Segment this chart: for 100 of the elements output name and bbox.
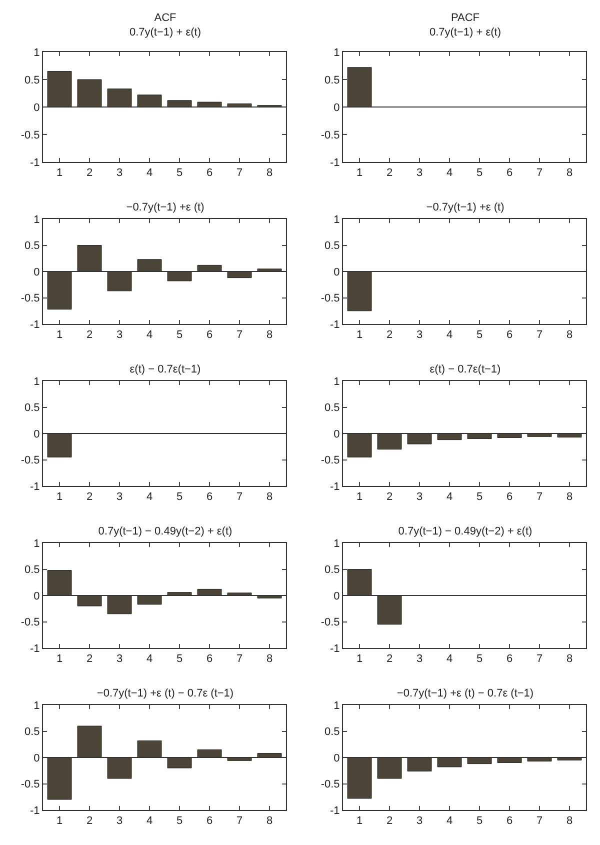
- bar: [107, 271, 132, 292]
- chart-subtitle: 0.7y(t−1) + ε(t): [429, 26, 502, 38]
- x-tick-label: 8: [266, 491, 273, 504]
- y-tick-label: -1: [30, 804, 40, 817]
- x-tick-label: 4: [146, 329, 153, 342]
- x-tick-label: 4: [446, 815, 453, 828]
- bar: [107, 757, 132, 779]
- y-tick-label: 0: [34, 428, 40, 440]
- x-tick-label: 6: [506, 167, 513, 180]
- chart-title: −0.7y(t−1) +ε (t): [126, 202, 204, 214]
- bar: [227, 271, 252, 278]
- x-tick-label: 2: [386, 329, 393, 342]
- bar: [47, 271, 72, 310]
- x-tick-label: 8: [266, 167, 273, 180]
- y-tick-label: 1: [334, 376, 340, 388]
- x-tick-label: 6: [506, 653, 513, 666]
- y-tick-label: -0.5: [320, 778, 340, 791]
- x-tick-label: 1: [356, 653, 363, 666]
- x-tick-label: 8: [566, 815, 573, 828]
- x-tick-label: 7: [236, 815, 243, 828]
- y-tick-label: 1: [334, 214, 340, 226]
- y-tick-label: 0: [334, 590, 340, 602]
- x-tick-label: 5: [476, 815, 483, 828]
- bar: [137, 259, 162, 272]
- x-tick-label: 8: [566, 329, 573, 342]
- x-tick-label: 2: [86, 653, 93, 666]
- x-tick-label: 4: [446, 329, 453, 342]
- x-tick-label: 3: [116, 167, 123, 180]
- x-tick-label: 8: [566, 167, 573, 180]
- bar: [167, 100, 192, 108]
- chart-title: ε(t) − 0.7ε(t−1): [430, 364, 501, 376]
- x-tick-label: 2: [86, 167, 93, 180]
- x-tick-label: 3: [416, 167, 423, 180]
- bar: [47, 570, 72, 596]
- x-tick-label: 8: [566, 491, 573, 504]
- chart-title: −0.7y(t−1) +ε (t): [426, 202, 504, 214]
- bar: [77, 595, 102, 606]
- y-tick-label: -1: [330, 156, 340, 169]
- x-tick-label: 8: [266, 815, 273, 828]
- y-tick-label: 0.5: [24, 74, 40, 86]
- bar: [137, 595, 162, 605]
- x-tick-label: 3: [416, 815, 423, 828]
- y-tick-label: 0.5: [24, 240, 40, 252]
- y-tick-label: 0.5: [324, 402, 340, 414]
- x-tick-label: 3: [416, 653, 423, 666]
- bar: [197, 264, 222, 272]
- bar: [47, 757, 72, 800]
- chart-title: 0.7y(t−1) − 0.49y(t−2) + ε(t): [398, 526, 532, 538]
- y-tick-label: 1: [334, 46, 340, 59]
- x-tick-label: 7: [236, 167, 243, 180]
- x-tick-label: 7: [236, 329, 243, 342]
- x-tick-label: 3: [116, 653, 123, 666]
- x-tick-label: 4: [446, 491, 453, 504]
- x-tick-label: 2: [386, 815, 393, 828]
- y-tick-label: 1: [34, 538, 40, 550]
- x-tick-label: 4: [146, 167, 153, 180]
- bar: [77, 245, 102, 272]
- x-tick-label: 2: [386, 491, 393, 504]
- y-tick-label: 1: [334, 538, 340, 550]
- y-tick-label: 1: [34, 214, 40, 226]
- y-tick-label: -0.5: [320, 129, 340, 142]
- x-tick-label: 1: [356, 329, 363, 342]
- y-tick-label: -1: [30, 642, 40, 655]
- chart-title: 0.7y(t−1) − 0.49y(t−2) + ε(t): [98, 526, 232, 538]
- chart-title: ACF: [154, 12, 177, 24]
- y-tick-label: -0.5: [20, 292, 40, 305]
- bar: [47, 71, 72, 108]
- x-tick-label: 2: [86, 329, 93, 342]
- x-tick-label: 7: [536, 491, 543, 504]
- x-tick-label: 5: [476, 653, 483, 666]
- chart-title: −0.7y(t−1) +ε (t) − 0.7ε (t−1): [396, 688, 534, 700]
- y-tick-label: 0.5: [24, 402, 40, 414]
- y-tick-label: 0: [334, 428, 340, 440]
- y-tick-label: 1: [34, 376, 40, 388]
- y-tick-label: -1: [30, 156, 40, 169]
- y-tick-label: 1: [334, 700, 340, 712]
- x-tick-label: 1: [356, 491, 363, 504]
- x-tick-label: 2: [386, 167, 393, 180]
- y-tick-label: 0: [334, 102, 340, 114]
- y-tick-label: 1: [34, 46, 40, 59]
- chart-title: PACF: [450, 12, 480, 24]
- x-tick-label: 1: [56, 491, 63, 504]
- bar: [167, 271, 192, 282]
- y-tick-label: -0.5: [20, 616, 40, 629]
- bar: [137, 94, 162, 108]
- y-tick-label: -1: [30, 480, 40, 493]
- y-tick-label: -0.5: [320, 454, 340, 467]
- y-tick-label: 0.5: [24, 726, 40, 738]
- chart-title: −0.7y(t−1) +ε (t) − 0.7ε (t−1): [96, 688, 234, 700]
- y-tick-label: 0.5: [324, 564, 340, 576]
- x-tick-label: 7: [536, 167, 543, 180]
- x-tick-label: 2: [386, 653, 393, 666]
- x-tick-label: 6: [506, 491, 513, 504]
- x-tick-label: 1: [56, 329, 63, 342]
- bar: [107, 595, 132, 614]
- y-tick-label: -1: [330, 642, 340, 655]
- x-tick-label: 7: [536, 329, 543, 342]
- x-tick-label: 8: [266, 329, 273, 342]
- x-tick-label: 7: [236, 491, 243, 504]
- x-tick-label: 2: [86, 815, 93, 828]
